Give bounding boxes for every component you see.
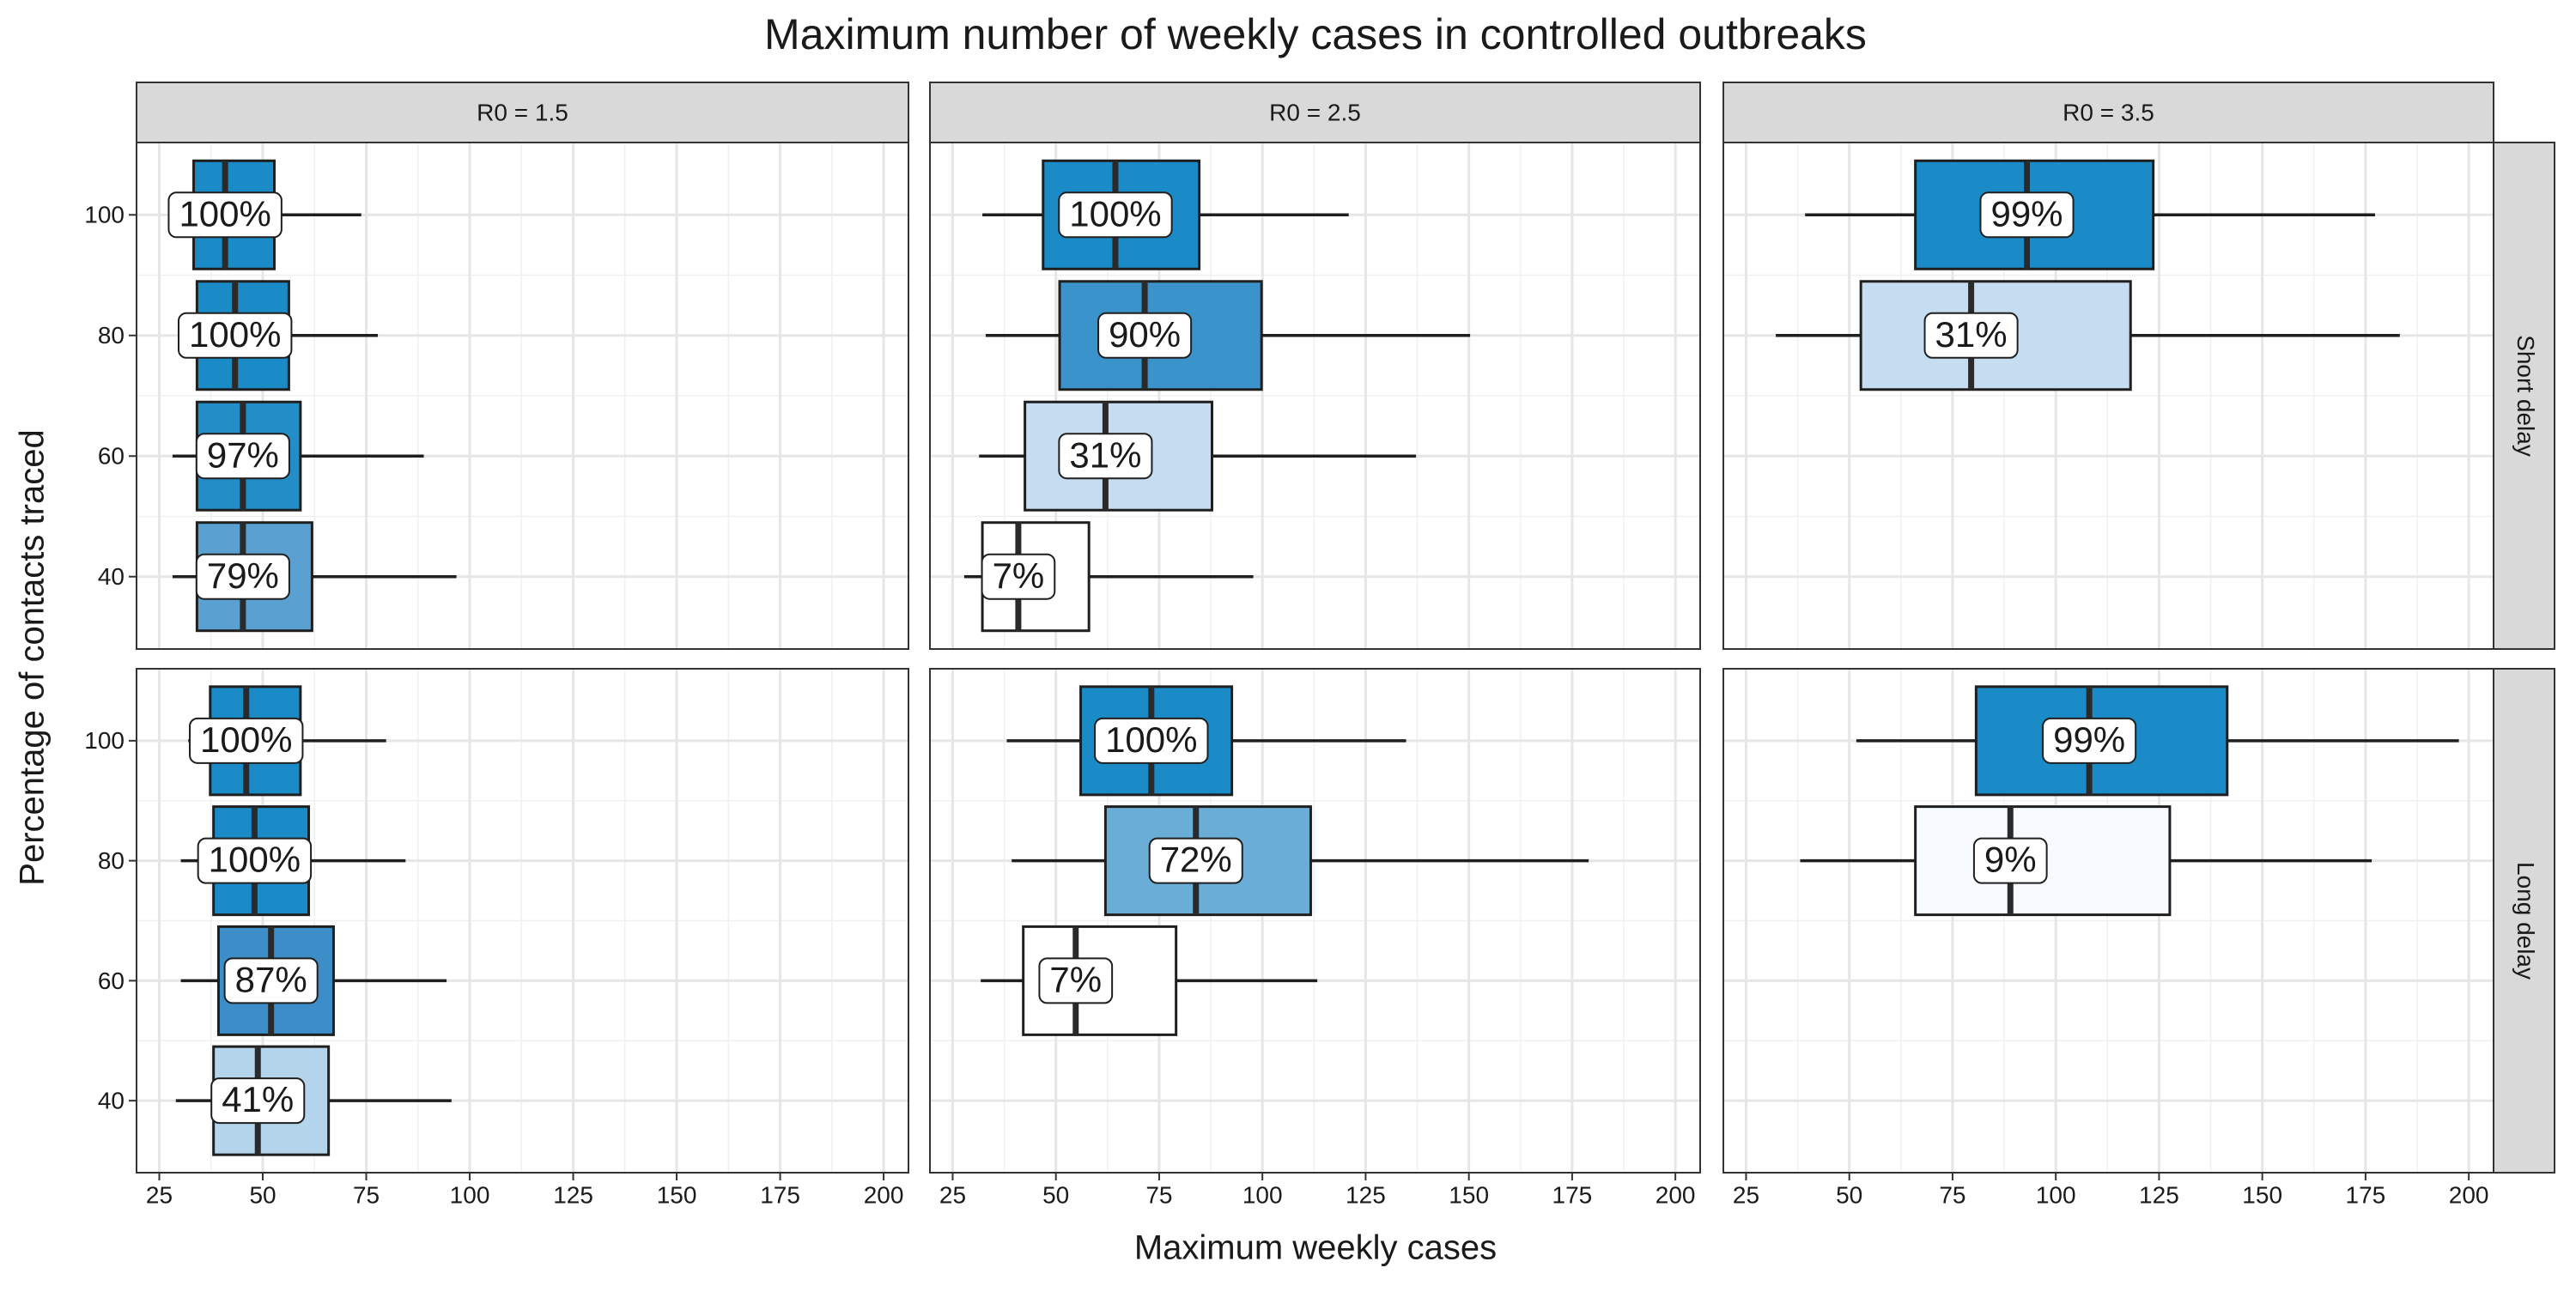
value-label: 100%	[1069, 193, 1161, 234]
facet-strip	[2493, 668, 2555, 1174]
value-label: 9%	[1984, 840, 2037, 880]
value-label: 31%	[1069, 434, 1141, 475]
y-tick-label: 100	[84, 202, 125, 228]
value-label: 100%	[200, 719, 292, 760]
x-tick-label: 25	[146, 1181, 173, 1208]
panel-border	[929, 142, 1701, 650]
value-label-box	[1097, 312, 1193, 359]
x-tick-label: 25	[1733, 1181, 1759, 1208]
value-label: 99%	[1990, 193, 2063, 234]
x-tick-label: 150	[1449, 1181, 1489, 1208]
x-tick-label: 200	[864, 1181, 904, 1208]
x-tick-label: 75	[1145, 1181, 1172, 1208]
facet-column-label: R0 = 2.5	[1269, 99, 1361, 125]
panel-border	[1722, 668, 2494, 1174]
value-label-box	[981, 553, 1056, 600]
value-label: 90%	[1109, 314, 1181, 355]
x-tick-label: 175	[760, 1181, 800, 1208]
x-tick-label: 150	[2242, 1181, 2282, 1208]
panel-border	[136, 142, 909, 650]
value-label-box	[178, 312, 293, 359]
facet-strip	[2493, 142, 2555, 650]
facet-column-label: R0 = 3.5	[2063, 99, 2154, 125]
x-tick-label: 25	[939, 1181, 966, 1208]
value-label-box	[1923, 312, 2019, 359]
x-tick-label: 200	[2449, 1181, 2489, 1208]
value-label: 31%	[1935, 314, 2008, 355]
x-tick-label: 50	[1042, 1181, 1069, 1208]
y-tick-label: 60	[98, 443, 125, 470]
facet-strip	[1722, 82, 2494, 143]
value-label: 100%	[179, 193, 270, 234]
value-label: 41%	[222, 1079, 294, 1119]
x-tick-label: 175	[2346, 1181, 2386, 1208]
facet-strip	[929, 82, 1701, 143]
value-label: 100%	[189, 314, 281, 355]
value-label: 7%	[1049, 959, 1102, 999]
value-label: 72%	[1160, 840, 1232, 880]
y-tick-label: 40	[98, 1088, 125, 1114]
value-label: 99%	[2053, 719, 2125, 760]
value-label-box	[1038, 957, 1114, 1004]
value-label-box	[1058, 191, 1173, 239]
value-label-box	[189, 717, 304, 764]
value-label-box	[195, 433, 290, 480]
y-tick-label: 40	[98, 563, 125, 590]
y-axis-title: Percentage of contacts traced	[14, 429, 52, 885]
y-tick-label: 100	[84, 727, 125, 754]
x-tick-label: 125	[2139, 1181, 2179, 1208]
x-tick-label: 200	[1656, 1181, 1696, 1208]
value-label: 100%	[1105, 719, 1197, 760]
x-tick-label: 100	[2036, 1181, 2076, 1208]
x-tick-label: 100	[450, 1181, 490, 1208]
value-label-box	[195, 553, 290, 600]
facet-strip	[136, 82, 909, 143]
x-tick-label: 100	[1242, 1181, 1283, 1208]
x-tick-label: 125	[553, 1181, 593, 1208]
panel-border	[136, 668, 909, 1174]
value-label-box	[210, 1077, 306, 1125]
value-label: 79%	[207, 555, 279, 596]
x-tick-label: 50	[1836, 1181, 1862, 1208]
facet-row-label: Short delay	[2512, 335, 2539, 457]
value-label-box	[1148, 837, 1243, 884]
panel-border	[1722, 142, 2494, 650]
value-label-box	[1094, 717, 1209, 764]
x-tick-label: 50	[249, 1181, 276, 1208]
x-tick-label: 150	[657, 1181, 697, 1208]
y-tick-label: 60	[98, 967, 125, 994]
x-tick-label: 75	[1939, 1181, 1965, 1208]
y-tick-label: 80	[98, 847, 125, 874]
value-label-box	[1058, 433, 1153, 480]
facet-column-label: R0 = 1.5	[477, 99, 568, 125]
x-tick-label: 175	[1552, 1181, 1593, 1208]
y-tick-label: 80	[98, 322, 125, 349]
value-label-box	[197, 837, 313, 884]
value-label: 7%	[993, 555, 1045, 596]
panel-border	[929, 668, 1701, 1174]
value-label-box	[1972, 837, 2048, 884]
value-label-box	[1979, 191, 2075, 239]
x-axis-title: Maximum weekly cases	[1134, 1229, 1497, 1267]
x-tick-label: 75	[353, 1181, 380, 1208]
value-label-box	[167, 191, 283, 239]
x-tick-label: 125	[1346, 1181, 1386, 1208]
value-label-box	[2042, 717, 2137, 764]
facet-row-label: Long delay	[2512, 862, 2539, 980]
value-label: 100%	[209, 840, 301, 880]
chart-title: Maximum number of weekly cases in contro…	[764, 10, 1867, 58]
value-label: 87%	[235, 959, 307, 999]
value-label-box	[223, 957, 319, 1004]
value-label: 97%	[207, 434, 279, 475]
box	[1974, 685, 2229, 797]
